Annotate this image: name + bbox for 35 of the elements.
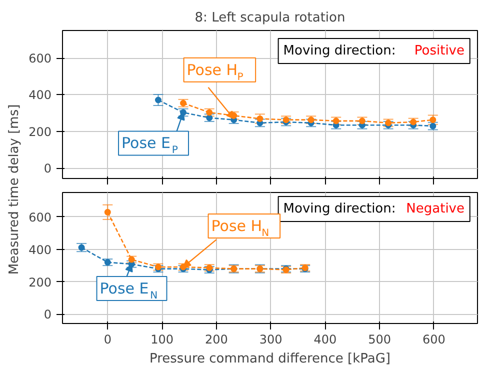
point (206, 109, 213, 116)
y-tick-label: 0 (44, 162, 52, 176)
text: Moving direction: Positive (283, 44, 465, 58)
x-tick-label: 300 (259, 332, 282, 346)
y-tick-label: 600 (28, 210, 52, 224)
point (430, 116, 436, 124)
y-tick-label: 0 (44, 308, 52, 322)
y-axis-title: Measured time delay [ms] (7, 104, 22, 275)
annotation: Moving direction: Negative (283, 202, 465, 216)
y-tick-label: 600 (28, 52, 52, 66)
y-tick-label: 400 (28, 242, 52, 257)
point (358, 118, 366, 124)
y-tick-label: 200 (28, 124, 52, 139)
x-tick-label: 500 (368, 332, 392, 346)
point (256, 115, 264, 122)
point (104, 208, 111, 216)
point (206, 114, 213, 122)
point (308, 116, 314, 124)
point (410, 118, 417, 126)
x-tick-label: 400 (314, 332, 337, 346)
y-tick-label: 200 (28, 275, 52, 290)
point (180, 100, 186, 106)
point (78, 244, 85, 251)
x-tick-label: 200 (204, 332, 228, 346)
point (332, 118, 340, 124)
point (128, 256, 135, 263)
chart-title: 8: Left scapula rotation (194, 10, 346, 26)
point (104, 259, 111, 266)
point (154, 96, 162, 104)
point (430, 122, 436, 130)
x-tick-label: 0 (104, 332, 112, 346)
x-tick-label: 600 (422, 332, 446, 346)
x-axis-title: Pressure command difference [kPaG] (149, 352, 391, 366)
x-tick-label: 100 (150, 332, 174, 346)
y-tick-label: 400 (28, 88, 52, 102)
